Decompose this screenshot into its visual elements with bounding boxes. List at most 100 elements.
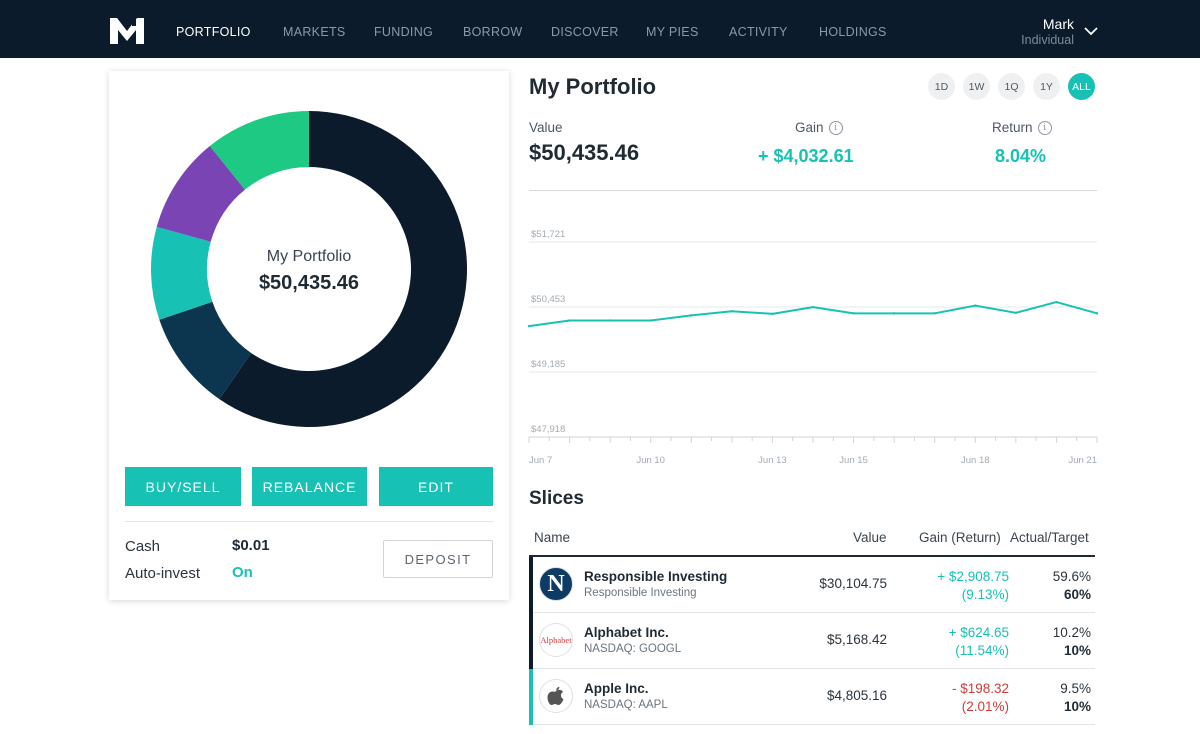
portfolio-return: 8.04% bbox=[995, 146, 1047, 166]
edit-button[interactable]: EDIT bbox=[379, 467, 493, 506]
data-point[interactable] bbox=[527, 324, 531, 328]
range-1d-button[interactable]: 1D bbox=[928, 73, 955, 100]
data-point[interactable] bbox=[649, 319, 652, 322]
user-menu[interactable]: Mark Individual bbox=[1021, 16, 1074, 47]
slice-color-bar bbox=[529, 557, 533, 613]
x-tick-label: Jun 21 bbox=[1068, 455, 1097, 466]
nav-item-holdings[interactable]: HOLDINGS bbox=[819, 25, 887, 39]
info-icon[interactable]: i bbox=[828, 120, 843, 135]
chevron-down-icon[interactable] bbox=[1083, 25, 1099, 37]
slice-gain: - $198.32 (2.01%) bbox=[952, 680, 1009, 716]
slice-gain: + $2,908.75 (9.13%) bbox=[937, 568, 1009, 604]
slice-row[interactable]: Apple Inc. NASDAQ: AAPL $4,805.16 - $198.32… bbox=[529, 669, 1095, 725]
slice-target: 10% bbox=[1063, 643, 1091, 658]
slice-name: Alphabet Inc. bbox=[584, 625, 669, 640]
data-point[interactable] bbox=[568, 319, 571, 322]
slice-name: Responsible Investing bbox=[584, 569, 728, 584]
y-tick-label: $47,918 bbox=[531, 424, 565, 435]
column-header-gain[interactable]: Gain (Return) bbox=[919, 530, 1001, 545]
slice-row[interactable]: Alphabet Alphabet Inc. NASDAQ: GOOGL $5,168… bbox=[529, 613, 1095, 669]
x-tick-label: Jun 13 bbox=[758, 455, 787, 466]
data-point[interactable] bbox=[730, 310, 734, 313]
info-icon[interactable]: i bbox=[1037, 120, 1052, 135]
donut-slice[interactable] bbox=[209, 111, 309, 190]
user-name: Mark bbox=[1042, 16, 1074, 32]
buy-sell-button[interactable]: BUY/SELL bbox=[125, 467, 241, 506]
column-header-actual-target[interactable]: Actual/Target bbox=[1010, 530, 1089, 545]
data-point[interactable] bbox=[771, 312, 774, 316]
donut-slice[interactable] bbox=[151, 226, 213, 320]
cash-value: $0.01 bbox=[232, 537, 270, 554]
nav-item-portfolio[interactable]: PORTFOLIO bbox=[176, 25, 251, 39]
slice-value: $5,168.42 bbox=[826, 632, 887, 647]
donut-slice[interactable] bbox=[219, 111, 467, 428]
rebalance-button[interactable]: REBALANCE bbox=[252, 467, 367, 506]
slice-target: 60% bbox=[1063, 587, 1091, 602]
page-title: My Portfolio bbox=[529, 74, 657, 99]
portfolio-value-line[interactable] bbox=[528, 301, 1098, 328]
slice-gain-return: (11.54%) bbox=[955, 643, 1009, 658]
range-all-button[interactable]: ALL bbox=[1068, 73, 1095, 100]
cash-label: Cash bbox=[125, 538, 161, 555]
slice-color-bar bbox=[529, 613, 533, 669]
nav-item-borrow[interactable]: BORROW bbox=[463, 25, 523, 39]
card-divider bbox=[125, 521, 493, 522]
slice-ticker: NASDAQ: GOOGL bbox=[584, 643, 682, 655]
range-1y-button[interactable]: 1Y bbox=[1033, 73, 1060, 100]
slice-value: $4,805.16 bbox=[826, 688, 887, 703]
data-point[interactable] bbox=[974, 304, 977, 307]
portfolio-value: $50,435.46 bbox=[529, 140, 640, 165]
top-nav: PORTFOLIO MARKETS FUNDING BORROW DISCOVE… bbox=[0, 0, 1200, 58]
slice-actual: 9.5% bbox=[1060, 681, 1091, 696]
donut-slice[interactable] bbox=[159, 301, 252, 400]
portfolio-card: My Portfolio $50,435.46 BUY/SELL REBALAN… bbox=[109, 71, 509, 600]
portfolio-donut[interactable]: My Portfolio $50,435.46 bbox=[149, 109, 469, 429]
donut-slice[interactable] bbox=[156, 146, 245, 242]
slice-row[interactable]: N Responsible Investing Responsible Invest… bbox=[529, 557, 1095, 613]
responsible-investing-logo: N bbox=[539, 567, 573, 601]
data-point[interactable] bbox=[811, 305, 815, 309]
x-tick-label: Jun 7 bbox=[529, 455, 552, 466]
data-point[interactable] bbox=[852, 312, 855, 315]
slice-actual: 59.6% bbox=[1052, 569, 1091, 584]
slice-actual-target: 59.6% 60% bbox=[1053, 568, 1091, 604]
data-point[interactable] bbox=[933, 312, 936, 315]
deposit-button[interactable]: DEPOSIT bbox=[383, 540, 493, 578]
nav-item-my-pies[interactable]: MY PIES bbox=[646, 25, 699, 39]
apple-logo bbox=[539, 679, 573, 713]
slice-gain: + $624.65 (11.54%) bbox=[949, 624, 1009, 660]
range-1w-button[interactable]: 1W bbox=[963, 73, 990, 100]
account-type: Individual bbox=[1021, 33, 1074, 47]
column-header-name[interactable]: Name bbox=[534, 530, 571, 545]
return-label: Return i bbox=[992, 120, 1052, 135]
range-1q-button[interactable]: 1Q bbox=[998, 73, 1025, 100]
slice-ticker: Responsible Investing bbox=[584, 587, 697, 599]
slice-target: 10% bbox=[1063, 699, 1091, 714]
auto-invest-toggle[interactable]: On bbox=[232, 564, 253, 581]
slice-name: Apple Inc. bbox=[584, 681, 649, 696]
x-tick-label: Jun 15 bbox=[839, 455, 868, 466]
x-tick-label: Jun 10 bbox=[636, 455, 665, 466]
nav-item-discover[interactable]: DISCOVER bbox=[551, 25, 619, 39]
m1-logo[interactable] bbox=[110, 18, 144, 44]
data-point[interactable] bbox=[1014, 311, 1018, 315]
performance-line-chart[interactable]: $51,721 $50,453 $49,185 $47,918 Jun 7 Jun 10 J… bbox=[527, 230, 1099, 470]
slice-actual: 10.2% bbox=[1052, 625, 1091, 640]
nav-item-activity[interactable]: ACTIVITY bbox=[729, 25, 788, 39]
column-header-value[interactable]: Value bbox=[853, 530, 887, 545]
data-point[interactable] bbox=[608, 319, 612, 322]
gain-label: Gain i bbox=[795, 120, 843, 135]
nav-item-funding[interactable]: FUNDING bbox=[374, 25, 434, 39]
data-point[interactable] bbox=[1095, 312, 1099, 315]
data-point[interactable] bbox=[892, 312, 896, 315]
slice-value: $30,104.75 bbox=[819, 576, 887, 591]
summary-divider bbox=[529, 190, 1097, 191]
y-tick-label: $50,453 bbox=[531, 294, 565, 305]
data-point[interactable] bbox=[690, 314, 693, 317]
data-point[interactable] bbox=[1055, 300, 1058, 304]
nav-item-markets[interactable]: MARKETS bbox=[283, 25, 346, 39]
slice-gain-return: (2.01%) bbox=[961, 699, 1009, 714]
slice-gain-amount: + $2,908.75 bbox=[937, 569, 1009, 584]
donut-chart[interactable] bbox=[149, 109, 469, 429]
slice-gain-amount: + $624.65 bbox=[948, 625, 1009, 640]
